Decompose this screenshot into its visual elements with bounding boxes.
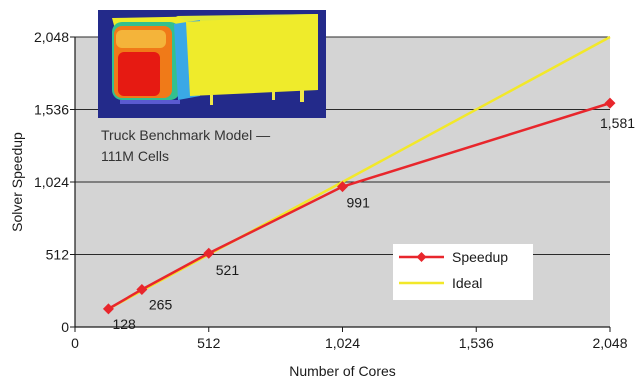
annotation-line-1: Truck Benchmark Model — — [101, 127, 270, 143]
speedup-point-marker — [102, 303, 114, 315]
y-tick-label: 0 — [61, 319, 69, 335]
legend: Speedup Ideal — [393, 244, 533, 300]
x-tick-label: 0 — [71, 335, 79, 351]
data-label: 265 — [149, 296, 173, 312]
data-labels: 128 265 521 991 1,581 — [112, 115, 635, 332]
data-label: 128 — [112, 316, 136, 332]
y-tick-label: 2,048 — [34, 29, 69, 45]
y-tick-label: 1,536 — [34, 102, 69, 118]
data-label: 1,581 — [600, 115, 635, 131]
speedup-point-marker — [604, 97, 616, 109]
annotation-line-2: 111M Cells — [101, 148, 169, 164]
speedup-point-marker — [136, 283, 148, 295]
data-label: 991 — [347, 195, 371, 211]
speedup-point-marker — [337, 181, 348, 193]
speedup-point-marker — [203, 247, 215, 259]
x-tick-label: 512 — [197, 335, 221, 351]
legend-box — [393, 244, 533, 300]
data-label: 521 — [216, 262, 240, 278]
x-axis-title: Number of Cores — [289, 363, 396, 379]
y-tick-labels: 0 512 1,024 1,536 2,048 — [34, 29, 75, 335]
series-speedup — [102, 97, 616, 315]
x-tick-label: 1,536 — [459, 335, 494, 351]
y-tick-label: 512 — [46, 247, 70, 263]
legend-speedup-label: Speedup — [452, 249, 508, 265]
x-tick-label: 1,024 — [325, 335, 360, 351]
y-tick-label: 1,024 — [34, 174, 69, 190]
x-tick-labels: 0 512 1,024 1,536 2,048 — [71, 327, 628, 351]
y-axis-title: Solver Speedup — [9, 132, 25, 232]
truck-model-image — [98, 10, 326, 118]
legend-ideal-label: Ideal — [452, 275, 482, 291]
x-tick-label: 2,048 — [592, 335, 627, 351]
legend-speedup-marker — [416, 252, 427, 262]
